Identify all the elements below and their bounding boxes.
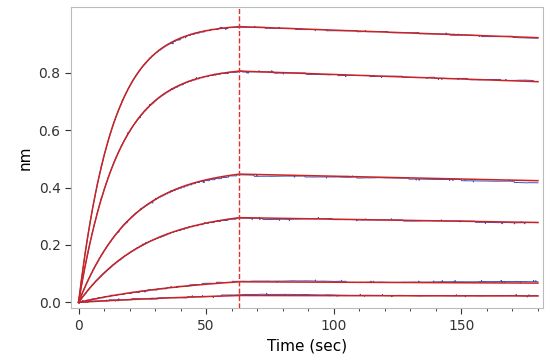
Y-axis label: nm: nm: [18, 145, 33, 170]
X-axis label: Time (sec): Time (sec): [267, 338, 347, 353]
